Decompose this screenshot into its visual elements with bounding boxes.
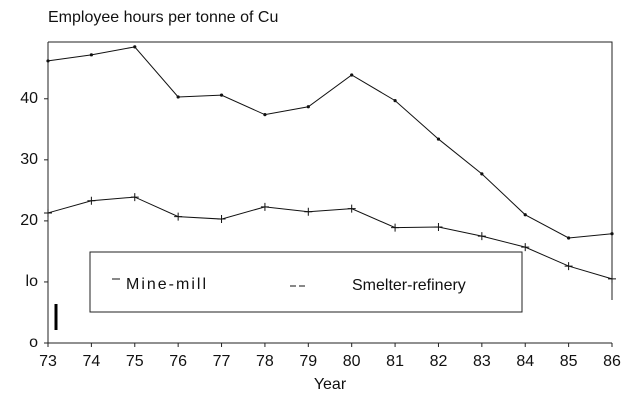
point-marker [434,222,443,231]
legend-label: Smelter-refinery [352,277,466,294]
point-marker [133,45,137,49]
point-marker [350,73,354,77]
point-marker [610,232,614,236]
x-tick-label: 74 [82,353,100,370]
point-marker [260,202,269,211]
point-marker [89,53,93,57]
point-marker [44,208,52,217]
y-tick-label: 40 [20,90,38,107]
point-marker [304,207,313,216]
y-tick-label: 20 [20,212,38,229]
point-marker [608,274,616,283]
x-tick-label: 83 [473,353,491,370]
chart-title: Employee hours per tonne of Cu [48,9,278,26]
point-marker [436,137,441,141]
x-tick-label: 84 [516,353,534,370]
x-tick-label: 86 [603,353,621,370]
point-marker [87,196,96,205]
point-marker [176,95,180,99]
point-marker [480,172,484,176]
point-marker [523,213,527,217]
point-marker [263,113,267,117]
x-tick-label: 80 [343,353,361,370]
legend-box [89,251,523,313]
point-marker [217,215,226,224]
x-tick-label: 75 [126,353,144,370]
y-tick-label: 30 [20,151,38,168]
point-marker [477,232,486,241]
x-tick-label: 78 [256,353,274,370]
point-marker [306,105,310,109]
y-tick-label: lo [26,273,39,290]
point-marker [130,193,139,202]
y-tick-label: o [29,334,38,351]
frame [48,41,613,300]
point-marker [391,223,400,232]
x-tick-label: 73 [39,353,57,370]
legend-label: Mine-mill [126,276,208,293]
series-line [47,46,613,239]
series-line [47,196,613,280]
x-tick-label: 85 [560,353,578,370]
point-marker [564,262,573,271]
point-marker [174,212,183,221]
x-tick-label: 76 [169,353,187,370]
x-tick-label: 79 [299,353,317,370]
point-marker [567,236,571,240]
x-tick-label: 77 [213,353,231,370]
point-marker [46,59,50,63]
point-marker [521,243,530,252]
point-marker [219,93,224,97]
point-marker [393,99,397,103]
x-tick-label: 81 [386,353,404,370]
x-axis-label: Year [314,376,347,393]
point-marker [347,204,356,213]
x-tick-label: 82 [430,353,448,370]
